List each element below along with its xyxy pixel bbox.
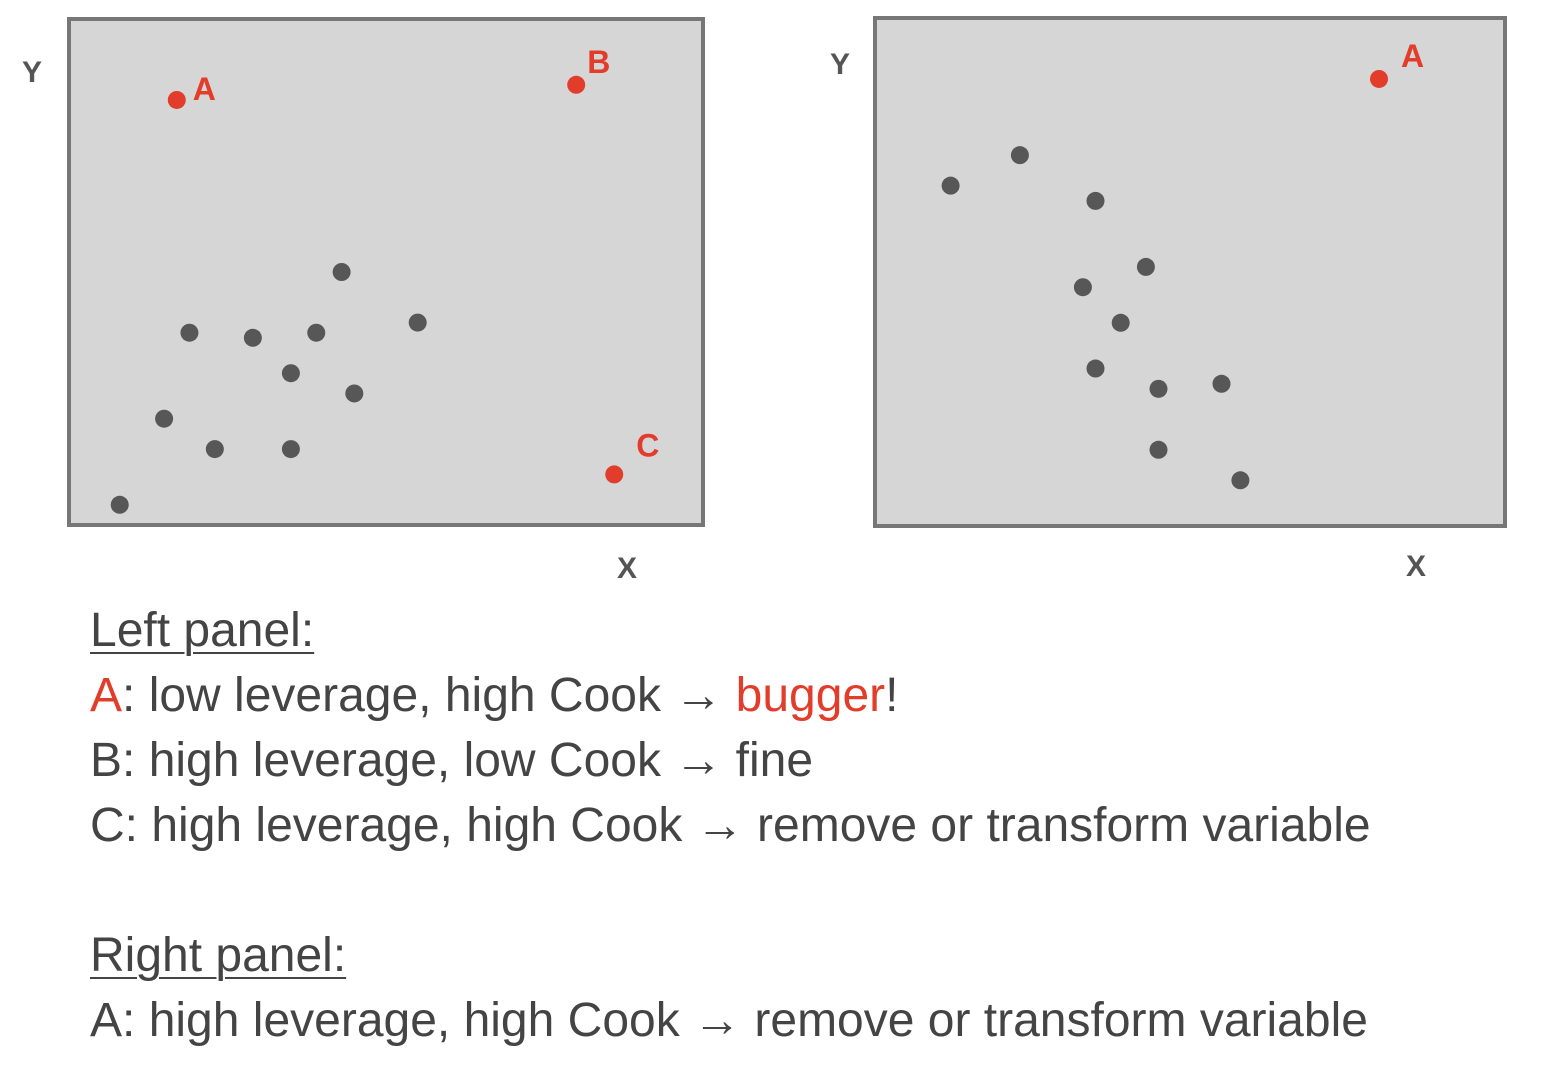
data-point: [180, 323, 199, 342]
data-point: [1136, 257, 1155, 276]
data-point: [1086, 191, 1105, 210]
left-panel-heading-line: Left panel:: [90, 598, 1540, 663]
scatter-charts: Y X A B C Y X A: [22, 16, 1507, 585]
highlighted-point-a: [167, 90, 186, 109]
data-point: [307, 323, 326, 342]
plot-area: [873, 16, 1507, 528]
right-panel-heading: Right panel:: [90, 929, 347, 982]
x-axis-label: X: [1406, 550, 1426, 583]
data-point: [1231, 471, 1250, 490]
data-point: [205, 440, 224, 459]
highlighted-point-a: [1370, 69, 1388, 88]
data-point: [408, 313, 427, 332]
data-point: [345, 384, 364, 403]
point-label-b: B: [587, 44, 610, 80]
point-label-a: A: [193, 71, 216, 107]
left-note-a: A: low leverage, high Cook → bugger!: [90, 663, 1540, 728]
plot-area: [67, 17, 705, 527]
data-point: [281, 364, 300, 383]
notes-spacer: [90, 858, 1540, 923]
point-label-a: A: [1401, 38, 1424, 74]
left-note-a-letter: A: [90, 669, 123, 722]
point-label-c: C: [636, 427, 659, 463]
left-note-c: C: high leverage, high Cook → remove or …: [90, 799, 1371, 852]
left-panel-heading: Left panel:: [90, 604, 315, 657]
left-note-a-verdict: bugger: [735, 669, 886, 722]
left-panel: Y X A B C: [22, 17, 705, 585]
x-axis-label: X: [617, 552, 637, 585]
right-note-a: A: high leverage, high Cook → remove or …: [90, 994, 1368, 1047]
left-note-a-text: : low leverage, high Cook →: [122, 669, 736, 722]
right-panel: Y X A: [830, 16, 1507, 583]
data-point: [1111, 313, 1130, 332]
data-point: [332, 263, 351, 281]
data-point: [1010, 146, 1029, 165]
data-point: [1086, 359, 1105, 378]
data-point: [1149, 379, 1168, 398]
data-point: [1212, 374, 1231, 393]
y-axis-label: Y: [830, 48, 850, 81]
data-point: [1149, 440, 1168, 459]
highlighted-point-c: [605, 465, 624, 484]
right-panel-heading-line: Right panel:: [90, 923, 1540, 988]
data-point: [243, 328, 262, 347]
data-point: [1073, 278, 1092, 297]
left-note-a-end: !: [885, 669, 899, 722]
data-point: [281, 440, 300, 459]
notes: Left panel: A: low leverage, high Cook →…: [90, 598, 1540, 1053]
y-axis-label: Y: [22, 56, 42, 89]
data-point: [941, 176, 960, 195]
data-point: [155, 409, 174, 428]
left-note-b: B: high leverage, low Cook → fine: [90, 734, 814, 787]
data-point: [110, 495, 129, 514]
highlighted-point-b: [567, 75, 586, 94]
